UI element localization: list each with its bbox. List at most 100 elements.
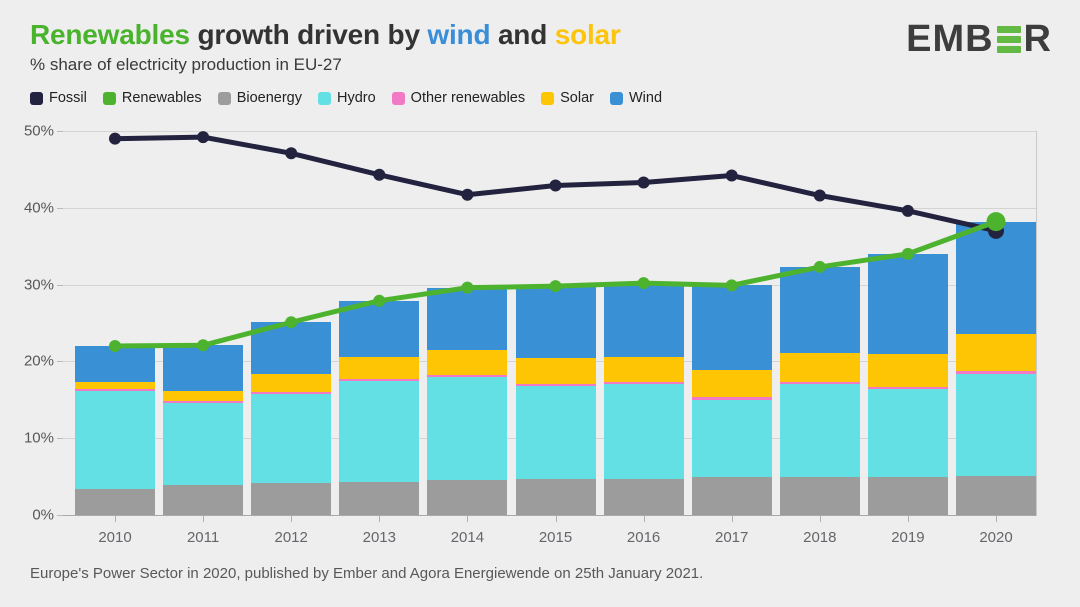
bar-segment-other-renewables [691, 397, 772, 400]
bar-segment-solar [956, 333, 1036, 372]
y-axis-label: 0% [32, 506, 54, 524]
x-tick [467, 516, 469, 522]
bar-segment-wind [956, 221, 1036, 334]
bar-segment-other-renewables [956, 371, 1036, 374]
x-tick [731, 516, 733, 522]
y-axis-label: 10% [23, 429, 54, 447]
title-segment: and [490, 19, 555, 50]
plot-right-border [1036, 131, 1037, 516]
data-point-renewables-2015 [549, 280, 562, 293]
legend-label: Bioenergy [236, 90, 302, 106]
ember-logo: EMB R [906, 18, 1052, 61]
bar-segment-wind [515, 286, 596, 359]
data-point-renewables-2013 [373, 294, 386, 307]
legend-item-other-renewables: Other renewables [391, 90, 526, 106]
x-tick [203, 516, 205, 522]
bar-segment-other-renewables [75, 389, 155, 392]
legend-item-wind: Wind [609, 90, 662, 106]
bar-segment-other-renewables [603, 382, 684, 385]
bar-segment-hydro [251, 393, 332, 483]
bar-segment-other-renewables [427, 375, 508, 377]
bar-segment-solar [75, 382, 155, 390]
y-tick [57, 284, 63, 286]
legend-label: Fossil [49, 90, 87, 106]
bar-segment-solar [867, 353, 948, 387]
bar-segment-other-renewables [867, 386, 948, 390]
gridline-40 [63, 207, 1037, 209]
legend-swatch-icon [541, 91, 555, 105]
line-series-layer [109, 131, 1006, 353]
bar-segment-wind [691, 285, 772, 370]
bar-segment-solar [515, 358, 596, 385]
bar-segment-hydro [867, 389, 948, 478]
bar-segment-bioenergy [251, 482, 332, 515]
x-tick [291, 516, 293, 522]
bar-segment-hydro [339, 380, 420, 482]
data-point-fossil-2015 [549, 179, 562, 192]
data-point-renewables-2017 [725, 279, 738, 292]
legend-item-fossil: Fossil [30, 90, 87, 106]
title-segment: growth driven by [189, 19, 428, 50]
logo-text-pre: EMB [906, 18, 994, 60]
data-point-fossil-2019 [901, 204, 914, 217]
bar-segment-bioenergy [956, 475, 1036, 515]
plot-area: 0% 10% 20% 30% 40% 50% 2010 2011 2012 2013 2014 201… [24, 123, 1037, 546]
x-tick [819, 516, 821, 522]
x-tick [907, 516, 909, 522]
bar-segment-bioenergy [163, 485, 244, 515]
y-tick [57, 207, 63, 209]
data-point-renewables-2020 [986, 212, 1006, 232]
x-axis-label: 2017 [715, 529, 749, 546]
bar-segment-solar [427, 349, 508, 376]
data-point-fossil-2017 [725, 169, 738, 182]
bar-segment-hydro [427, 376, 508, 480]
bar-segment-bioenergy [75, 488, 155, 515]
bar-segment-hydro [956, 373, 1036, 476]
y-axis-label: 50% [23, 122, 54, 140]
bar-segment-solar [163, 390, 244, 402]
bar-segment-hydro [75, 391, 155, 489]
bar-segment-bioenergy [339, 481, 420, 515]
bar-segment-bioenergy [691, 477, 772, 515]
x-axis-label: 2015 [538, 529, 573, 546]
legend-swatch-icon [217, 91, 231, 105]
bar-segment-wind [867, 253, 948, 354]
data-point-fossil-2013 [373, 168, 386, 181]
legend-item-solar: Solar [541, 90, 594, 106]
bar-segment-hydro [515, 385, 596, 479]
x-tick [643, 516, 645, 522]
logo-green-e-icon [996, 26, 1021, 53]
y-axis-label: 30% [23, 276, 54, 294]
x-axis-label: 2010 [98, 529, 132, 546]
data-point-renewables-2016 [637, 277, 650, 290]
bar-segment-solar [779, 352, 860, 383]
legend-label: Renewables [121, 90, 202, 106]
bar-segment-bioenergy [779, 477, 860, 515]
chart-title: Renewables growth driven by wind and sol… [30, 19, 621, 51]
legend-swatch-icon [609, 91, 623, 105]
bar-segment-hydro [163, 402, 244, 486]
data-point-renewables-2010 [109, 340, 121, 353]
legend-swatch-icon [391, 91, 405, 105]
data-point-fossil-2014 [461, 188, 474, 201]
bar-segment-hydro [691, 399, 772, 478]
y-tick [57, 131, 63, 132]
bar-segment-other-renewables [339, 379, 420, 381]
x-tick [555, 516, 557, 522]
data-point-fossil-2018 [813, 189, 826, 202]
x-axis-label: 2012 [274, 529, 308, 546]
x-axis-label: 2019 [891, 529, 925, 546]
data-point-renewables-2014 [461, 281, 474, 294]
bar-segment-hydro [603, 384, 684, 479]
data-point-fossil-2012 [285, 147, 298, 160]
bar-segment-wind [339, 300, 420, 357]
y-tick [57, 361, 63, 363]
legend-label: Other renewables [410, 90, 526, 106]
y-axis-label: 40% [23, 199, 54, 217]
legend-swatch-icon [317, 91, 331, 105]
data-point-renewables-2012 [285, 316, 298, 329]
bar-segment-wind [427, 287, 508, 350]
y-tick [57, 515, 63, 516]
source-note: Europe's Power Sector in 2020, published… [30, 565, 704, 582]
